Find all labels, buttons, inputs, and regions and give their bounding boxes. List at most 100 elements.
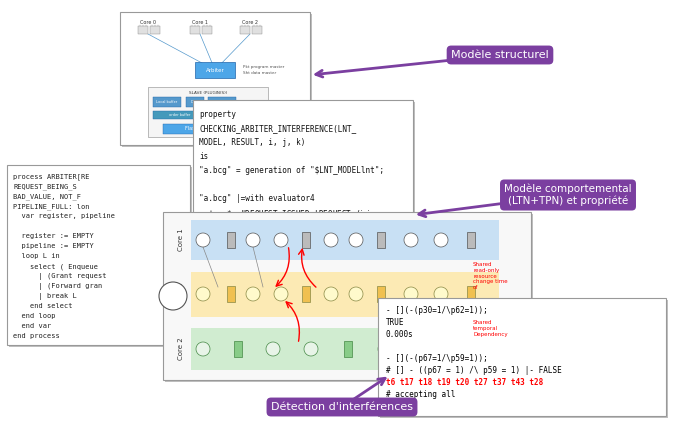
Bar [191, 272, 499, 317]
Text: Core 1: Core 1 [192, 20, 208, 25]
Circle shape [434, 233, 448, 247]
Circle shape [196, 342, 210, 356]
Circle shape [324, 233, 338, 247]
Bar [227, 286, 235, 302]
Bar [7, 165, 190, 345]
Text: Arbiter: Arbiter [206, 68, 224, 73]
Bar [377, 232, 385, 248]
Text: loop L in: loop L in [13, 253, 60, 259]
Bar [153, 111, 208, 119]
Text: Core 1: Core 1 [178, 229, 184, 251]
Circle shape [324, 287, 338, 301]
Circle shape [274, 287, 288, 301]
Text: end loop: end loop [13, 313, 56, 319]
Text: SLAVE (PLUGIN(S)): SLAVE (PLUGIN(S)) [189, 91, 227, 95]
Circle shape [404, 233, 418, 247]
Bar [380, 300, 668, 418]
Text: | (Grant request: | (Grant request [13, 273, 106, 280]
Text: TRUE: TRUE [386, 318, 405, 327]
Bar [120, 12, 310, 145]
Text: is: is [199, 152, 209, 161]
Text: var register, pipeline: var register, pipeline [13, 213, 115, 219]
Circle shape [196, 287, 210, 301]
Text: select ( Enqueue: select ( Enqueue [13, 263, 98, 269]
Text: "a.bcg" = generation of "$LNT_MODELlnt";: "a.bcg" = generation of "$LNT_MODELlnt"; [199, 166, 384, 175]
Text: 0.000s: 0.000s [386, 402, 414, 411]
Bar [252, 26, 262, 34]
Text: ($i, $j, $k)")*. {REQUEST_GRANTED ?R:String: ($i, $j, $k)")*. {REQUEST_GRANTED ?R:Str… [199, 236, 398, 245]
Text: Core 0: Core 0 [140, 20, 156, 25]
Text: Order buffer: Order buffer [211, 100, 233, 104]
Circle shape [434, 287, 448, 301]
Bar [122, 14, 312, 147]
Bar [153, 97, 181, 107]
Bar [208, 97, 236, 107]
Bar [378, 298, 666, 416]
Text: Détection d'interférences: Détection d'interférences [271, 402, 413, 412]
Circle shape [196, 233, 210, 247]
Bar [150, 26, 160, 34]
Bar [467, 286, 475, 302]
Text: $k)".(not "REQUEST_GRANTED !REQUEST: $k)".(not "REQUEST_GRANTED !REQUEST [199, 222, 361, 231]
Bar [202, 26, 212, 34]
Bar [163, 212, 531, 380]
Text: BAD_VALUE, NOT_F: BAD_VALUE, NOT_F [13, 193, 81, 200]
Bar [191, 328, 499, 370]
Bar [195, 102, 415, 272]
Text: - [](-(p30=1/\p62=1));: - [](-(p30=1/\p62=1)); [386, 306, 488, 315]
Circle shape [349, 233, 363, 247]
Circle shape [246, 233, 260, 247]
Bar [186, 97, 204, 107]
Bar [193, 100, 413, 270]
Circle shape [274, 233, 288, 247]
Bar [165, 214, 533, 382]
Text: order buffer: order buffer [169, 113, 191, 117]
Text: PIPELINE_FULL: lon: PIPELINE_FULL: lon [13, 203, 89, 210]
Circle shape [266, 342, 280, 356]
Text: Modèle comportemental
(LTN+TPN) et propriété: Modèle comportemental (LTN+TPN) et propr… [504, 184, 632, 207]
Text: Data: Data [191, 100, 199, 104]
Text: Modèle structurel: Modèle structurel [451, 50, 549, 60]
Text: Core 2: Core 2 [178, 338, 184, 360]
Bar [302, 232, 310, 248]
Text: pipeline := EMPTY: pipeline := EMPTY [13, 243, 94, 249]
Circle shape [304, 342, 318, 356]
Text: CHECKING_ARBITER_INTERFERENCE(LNT_: CHECKING_ARBITER_INTERFERENCE(LNT_ [199, 124, 356, 133]
Bar [163, 124, 233, 134]
Text: process ARBITER[RE: process ARBITER[RE [13, 173, 89, 180]
Bar [240, 26, 250, 34]
Bar [377, 286, 385, 302]
Text: "a.bcg" |=with evaluator4: "a.bcg" |=with evaluator4 [199, 194, 315, 203]
Text: Sht data master: Sht data master [243, 71, 276, 75]
Circle shape [404, 287, 418, 301]
Circle shape [159, 282, 187, 310]
Circle shape [349, 287, 363, 301]
Text: Core 2: Core 2 [242, 20, 258, 25]
Bar [9, 167, 192, 347]
Text: Pkt program master: Pkt program master [243, 65, 285, 69]
Bar [191, 220, 499, 260]
Bar [195, 62, 235, 78]
Text: # accepting all: # accepting all [386, 390, 456, 399]
Text: | (Forward gran: | (Forward gran [13, 283, 102, 290]
Bar [467, 232, 475, 248]
Circle shape [416, 342, 430, 356]
Circle shape [378, 342, 392, 356]
Text: Core 1: Core 1 [178, 283, 184, 306]
Text: # [] - ((p67 = 1) /\ p59 = 1) |- FALSE: # [] - ((p67 = 1) /\ p59 = 1) |- FALSE [386, 366, 562, 375]
Bar [138, 26, 148, 34]
Text: Shared
read-only
resource
change time
of: Shared read-only resource change time of [473, 262, 508, 290]
Text: register := EMPTY: register := EMPTY [13, 233, 94, 239]
Text: Flash bank: Flash bank [185, 127, 211, 131]
Bar [302, 286, 310, 302]
Text: end var: end var [13, 323, 51, 329]
Bar [227, 232, 235, 248]
Text: Local buffer: Local buffer [156, 100, 178, 104]
Bar [190, 26, 200, 34]
Text: MODEL, RESULT, i, j, k): MODEL, RESULT, i, j, k) [199, 138, 305, 147]
Bar [148, 87, 268, 137]
Text: - [](-(p67=1/\p59=1));: - [](-(p67=1/\p59=1)); [386, 354, 488, 363]
Text: end process: end process [13, 333, 60, 339]
Text: end select: end select [13, 303, 73, 309]
Text: 0.000s: 0.000s [386, 330, 414, 339]
